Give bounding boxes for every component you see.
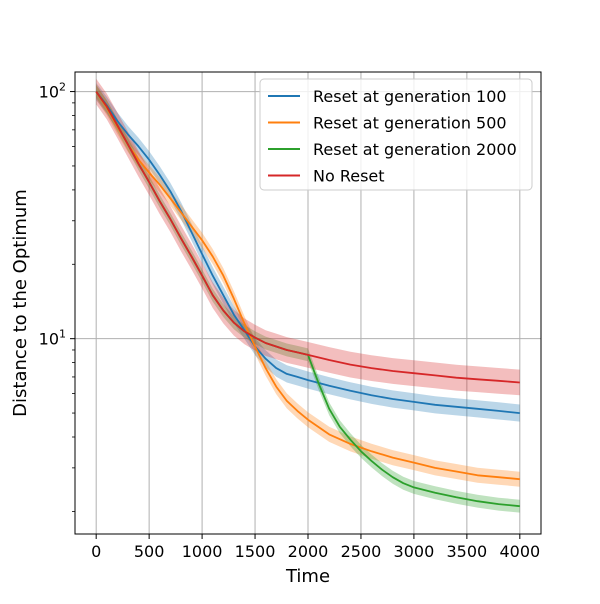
legend-label-3: Reset at generation 2000 [313, 140, 517, 159]
legend-entries: Reset at generation 100 Reset at generati… [268, 87, 517, 186]
x-tick-label: 2500 [341, 542, 382, 561]
y-axis-title: Distance to the Optimum [10, 189, 31, 417]
legend-label-1: Reset at generation 100 [313, 87, 507, 106]
legend-box [259, 78, 533, 191]
x-axis-title: Time [285, 566, 330, 587]
legend-label-2: Reset at generation 500 [313, 114, 507, 133]
x-tick-label: 3000 [394, 542, 435, 561]
series-line-2 [95, 91, 520, 481]
axis-ticks: 0 500 1000 1500 2000 2500 3000 3500 4000 101 102 [39, 81, 541, 561]
y-tick-label: 102 [39, 81, 66, 102]
x-tick-label: 500 [134, 542, 165, 561]
series-line-4 [95, 91, 520, 384]
x-tick-label: 1500 [235, 542, 276, 561]
x-tick-label: 3500 [447, 542, 488, 561]
legend-label-4: No Reset [313, 167, 385, 186]
x-tick-label: 1000 [182, 542, 223, 561]
x-tick-label: 2000 [288, 542, 329, 561]
x-tick-label: 4000 [499, 542, 540, 561]
legend: Reset at generation 100 Reset at generati… [259, 78, 533, 191]
y-tick-label: 101 [39, 328, 66, 349]
x-tick-label: 0 [91, 542, 101, 561]
series-lines [95, 91, 520, 508]
